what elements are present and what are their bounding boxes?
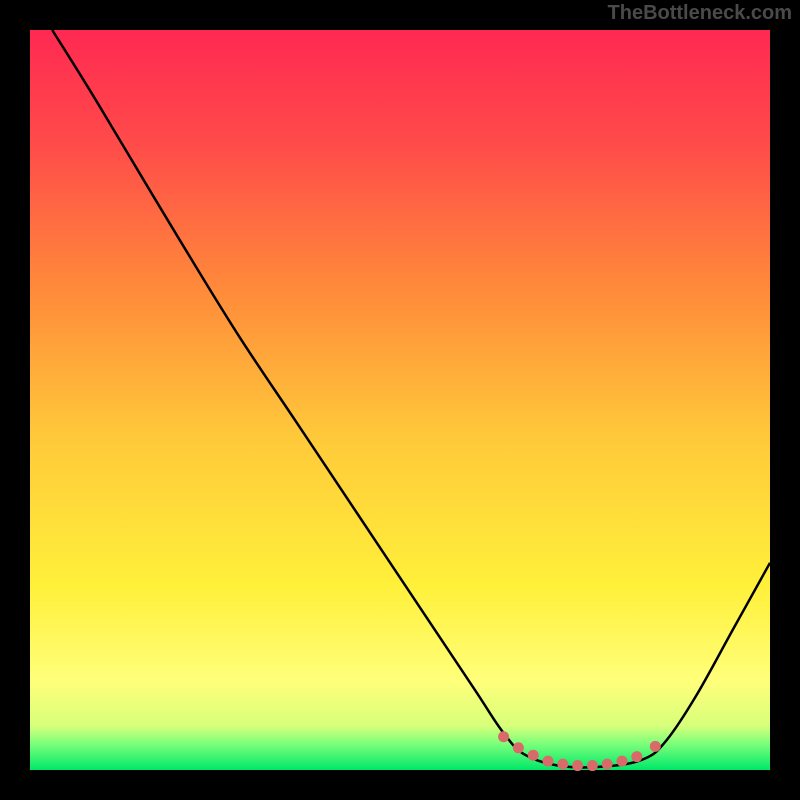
chart-container: TheBottleneck.com: [0, 0, 800, 800]
curve-marker: [498, 731, 509, 742]
curve-marker: [631, 751, 642, 762]
bottleneck-chart: [0, 0, 800, 800]
curve-marker: [528, 750, 539, 761]
curve-marker: [602, 759, 613, 770]
curve-marker: [587, 760, 598, 771]
curve-marker: [557, 759, 568, 770]
curve-marker: [650, 741, 661, 752]
curve-marker: [543, 756, 554, 767]
curve-marker: [513, 742, 524, 753]
attribution-text: TheBottleneck.com: [608, 2, 792, 25]
curve-marker: [617, 756, 628, 767]
curve-marker: [572, 760, 583, 771]
